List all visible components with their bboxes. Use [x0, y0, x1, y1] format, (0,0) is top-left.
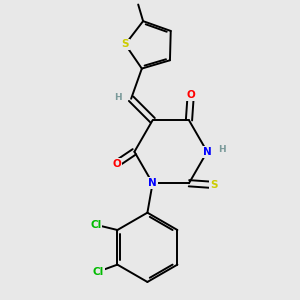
Text: N: N — [203, 147, 212, 157]
Text: H: H — [218, 146, 226, 154]
Text: S: S — [122, 39, 129, 50]
Text: O: O — [186, 90, 195, 100]
Text: N: N — [148, 178, 157, 188]
Text: H: H — [114, 92, 122, 101]
Text: Cl: Cl — [90, 220, 102, 230]
Text: Cl: Cl — [93, 267, 104, 277]
Text: S: S — [210, 180, 218, 190]
Text: O: O — [112, 159, 121, 169]
